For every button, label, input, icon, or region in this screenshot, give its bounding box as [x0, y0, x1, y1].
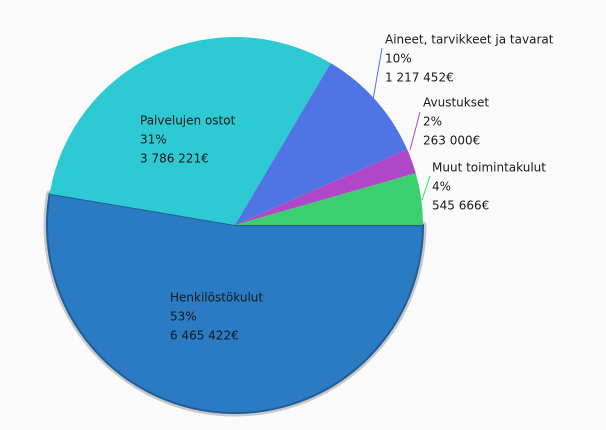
label-value: 545 666€ [432, 199, 489, 213]
slice-label: Avustukset 2% 263 000€ [423, 96, 489, 148]
slice [235, 149, 416, 225]
label-value: 1 217 452€ [385, 71, 454, 85]
label-percent: 4% [432, 180, 451, 194]
slice-label: Palvelujen ostot 31% 3 786 221€ [140, 114, 236, 166]
label-value: 6 465 422€ [170, 329, 239, 343]
label-percent: 10% [385, 52, 412, 66]
leader-line [409, 111, 421, 151]
label-name: Palvelujen ostot [140, 114, 236, 128]
label-value: 3 786 221€ [140, 152, 209, 166]
slice [235, 63, 408, 225]
label-name: Muut toimintakulut [432, 161, 546, 175]
slice-label: Muut toimintakulut 4% 545 666€ [432, 161, 546, 213]
label-name: Avustukset [423, 96, 489, 110]
leader-line [372, 47, 383, 101]
slice-label: Henkilöstökulut 53% 6 465 422€ [170, 291, 263, 343]
label-percent: 31% [140, 133, 167, 147]
label-percent: 53% [170, 310, 197, 324]
slice [235, 173, 423, 225]
label-value: 263 000€ [423, 134, 480, 148]
slice [46, 192, 425, 414]
leader-line [421, 175, 431, 201]
label-name: Aineet, tarvikkeet ja tavarat [385, 33, 554, 47]
slice-label: Aineet, tarvikkeet ja tavarat 10% 1 217 45… [385, 33, 554, 85]
slice [49, 36, 331, 225]
label-percent: 2% [423, 115, 442, 129]
label-name: Henkilöstökulut [170, 291, 263, 305]
